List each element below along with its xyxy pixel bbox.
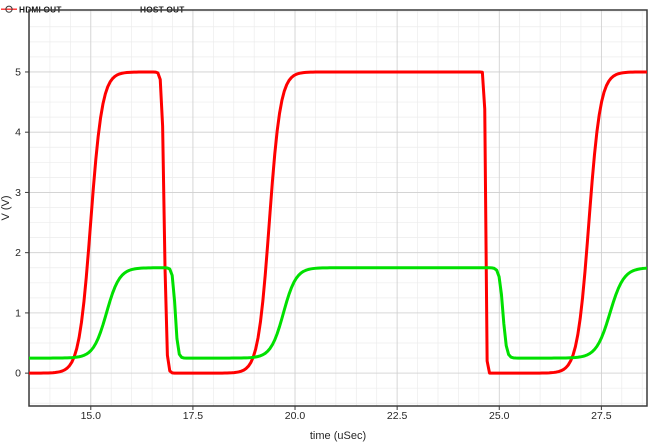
svg-text:V (V): V (V) [0,195,12,220]
svg-text:time (uSec): time (uSec) [310,430,366,442]
svg-text:0: 0 [15,368,21,380]
svg-text:2: 2 [15,247,21,259]
svg-text:4: 4 [15,127,21,139]
svg-text:17.5: 17.5 [183,410,204,422]
svg-text:3: 3 [15,187,21,199]
svg-text:15.0: 15.0 [81,410,102,422]
svg-text:1: 1 [15,307,21,319]
svg-text:25.0: 25.0 [489,410,510,422]
svg-text:22.5: 22.5 [387,410,408,422]
svg-text:20.0: 20.0 [285,410,306,422]
svg-text:27.5: 27.5 [591,410,612,422]
svg-text:5: 5 [15,66,21,78]
